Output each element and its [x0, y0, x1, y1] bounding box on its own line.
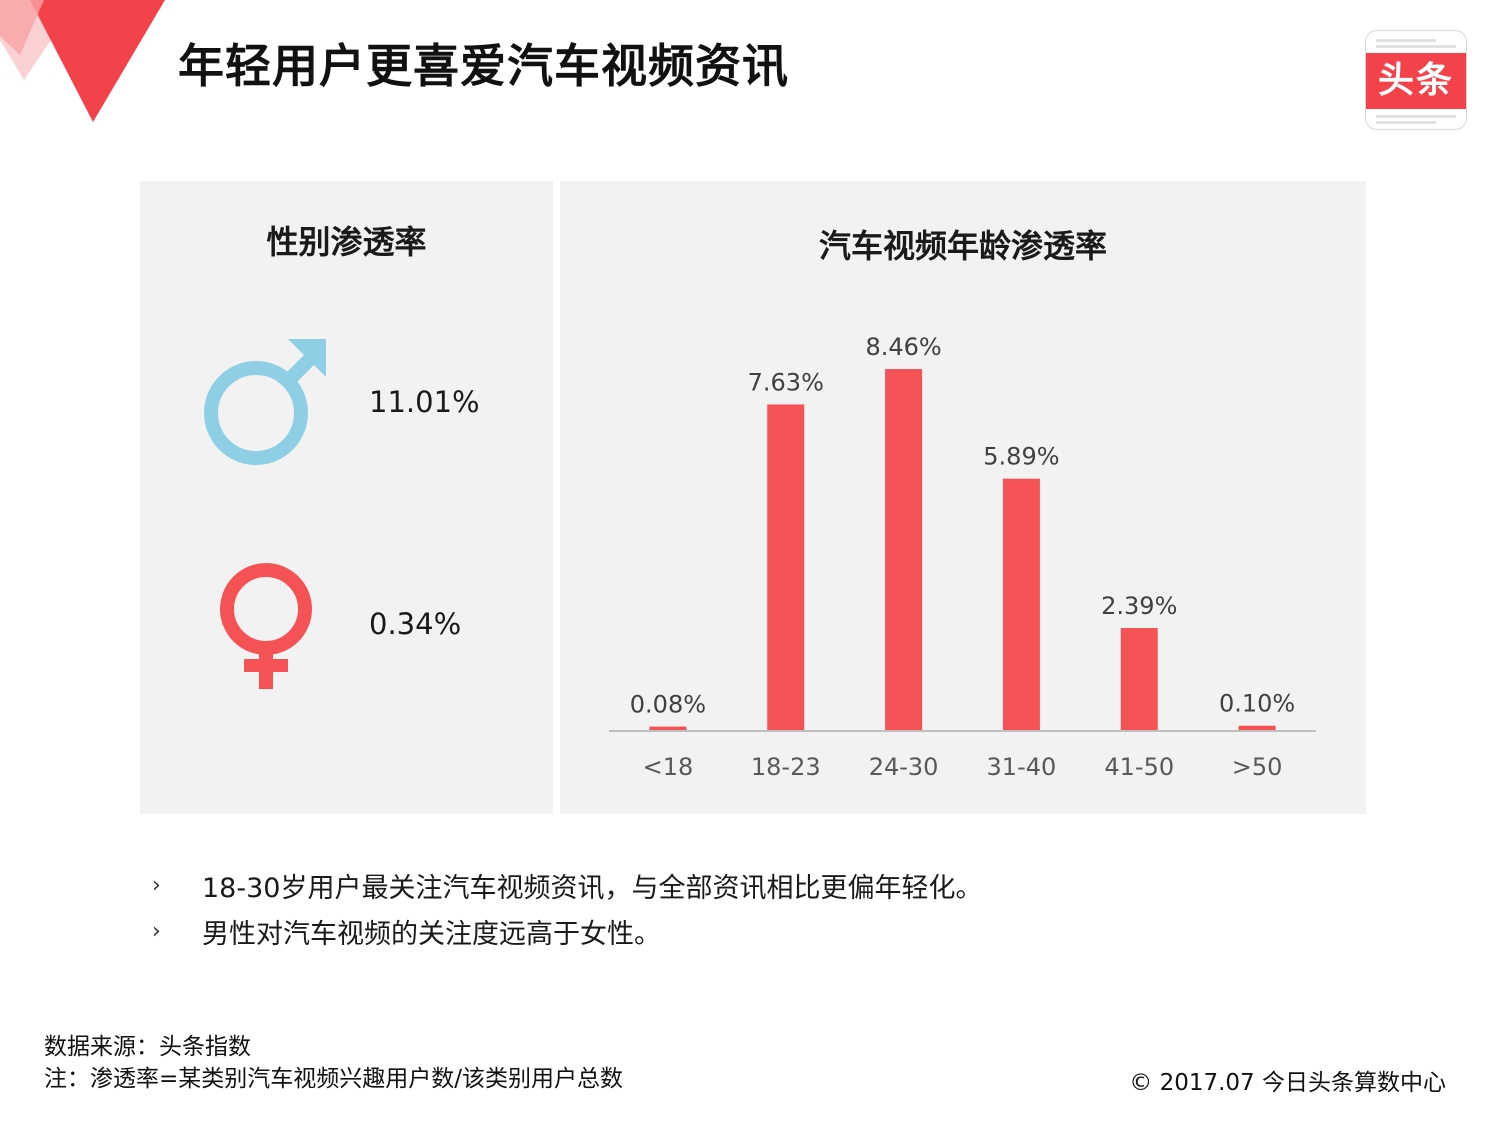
bar-0	[649, 726, 687, 730]
male-symbol-icon	[204, 339, 326, 465]
data-source-notes: 数据来源：头条指数 注：渗透率=某类别汽车视频兴趣用户数/该类别用户总数	[44, 1031, 623, 1095]
x-tick-label: 24-30	[869, 753, 939, 781]
logo-text: 头条	[1366, 53, 1466, 109]
age-penetration-panel: 汽车视频年龄渗透率 0.08% <18 7.63% 18-23 8.46% 24-30 5.…	[560, 181, 1366, 814]
logo-line	[1376, 115, 1456, 118]
bar-value-label: 0.10%	[1219, 690, 1295, 718]
age-panel-title: 汽车视频年龄渗透率	[818, 227, 1107, 265]
bullet-chevron-icon: ›	[152, 918, 161, 944]
definition-note: 注：渗透率=某类别汽车视频兴趣用户数/该类别用户总数	[44, 1066, 624, 1092]
male-penetration-value: 11.01%	[369, 385, 480, 419]
gender-penetration-panel: 性别渗透率 11.01% 0.34%	[140, 181, 553, 814]
x-tick-label: 41-50	[1104, 753, 1174, 781]
data-source: 数据来源：头条指数	[44, 1034, 251, 1060]
corner-decoration	[0, 0, 165, 122]
bar-value-label: 8.46%	[865, 333, 941, 361]
gender-panel-title: 性别渗透率	[266, 223, 427, 261]
age-bar-chart: 0.08% <18 7.63% 18-23 8.46% 24-30 5.89% 31-40 2.…	[609, 333, 1316, 781]
bullet-chevron-icon: ›	[152, 872, 161, 898]
x-tick-label: >50	[1232, 753, 1283, 781]
bullet-text: 男性对汽车视频的关注度远高于女性。	[202, 918, 661, 950]
page-title: 年轻用户更喜爱汽车视频资讯	[178, 39, 789, 93]
bar-value-label: 0.08%	[630, 691, 706, 719]
logo-line	[1376, 39, 1436, 42]
toutiao-logo: 头条	[1365, 30, 1467, 130]
x-tick-label: 31-40	[987, 753, 1057, 781]
bar-5	[1238, 725, 1276, 730]
logo-line	[1376, 45, 1456, 48]
insight-bullets: › 18-30岁用户最关注汽车视频资讯，与全部资讯相比更偏年轻化。 › 男性对汽…	[150, 862, 982, 954]
bar-2	[885, 369, 923, 730]
bar-1	[767, 404, 805, 730]
bar-value-label: 2.39%	[1101, 592, 1177, 620]
x-tick-label: 18-23	[751, 753, 821, 781]
insight-bullet: › 男性对汽车视频的关注度远高于女性。	[150, 908, 982, 954]
logo-line	[1376, 121, 1436, 124]
female-symbol-icon	[220, 563, 312, 689]
female-penetration-value: 0.34%	[369, 607, 462, 641]
bullet-text: 18-30岁用户最关注汽车视频资讯，与全部资讯相比更偏年轻化。	[202, 872, 983, 904]
bar-4	[1120, 628, 1158, 730]
bar-value-label: 5.89%	[983, 443, 1059, 471]
bar-value-label: 7.63%	[748, 368, 824, 396]
copyright: © 2017.07 今日头条算数中心	[1129, 1070, 1446, 1096]
insight-bullet: › 18-30岁用户最关注汽车视频资讯，与全部资讯相比更偏年轻化。	[150, 862, 982, 908]
x-tick-label: <18	[643, 753, 694, 781]
bar-3	[1002, 478, 1040, 730]
